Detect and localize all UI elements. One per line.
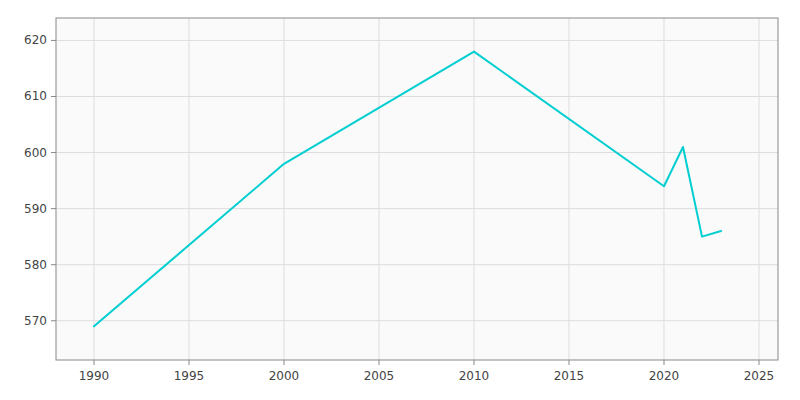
x-tick	[379, 360, 380, 365]
x-tick-label: 2015	[554, 369, 585, 383]
x-tick	[569, 360, 570, 365]
chart-svg: 1990 1995 2000 2005 2010 2015 2020 2025 570 580 59…	[0, 0, 800, 400]
x-tick	[664, 360, 665, 365]
y-grid-line	[56, 208, 778, 209]
x-tick-label: 2000	[269, 369, 300, 383]
y-tick-label: 610	[24, 89, 47, 103]
x-grid-line	[189, 18, 190, 360]
y-tick	[51, 152, 56, 153]
x-tick	[189, 360, 190, 365]
x-tick-label: 2020	[649, 369, 680, 383]
y-tick-label: 590	[24, 202, 47, 216]
y-tick	[51, 208, 56, 209]
y-tick-label: 600	[24, 146, 47, 160]
x-tick	[474, 360, 475, 365]
x-tick	[94, 360, 95, 365]
x-tick	[759, 360, 760, 365]
plot-frame	[56, 18, 778, 360]
x-tick-label: 2010	[459, 369, 490, 383]
x-grid-line	[569, 18, 570, 360]
x-grid-line	[664, 18, 665, 360]
data-line	[94, 52, 721, 327]
x-grid-line	[759, 18, 760, 360]
x-tick-label: 1990	[79, 369, 110, 383]
chart-container: 1990 1995 2000 2005 2010 2015 2020 2025 570 580 59…	[0, 0, 800, 400]
y-tick	[51, 96, 56, 97]
axes: 1990 1995 2000 2005 2010 2015 2020 2025 570 580 59…	[24, 33, 774, 383]
x-grid-line	[94, 18, 95, 360]
grid	[56, 18, 778, 360]
y-tick-label: 620	[24, 33, 47, 47]
y-grid-line	[56, 320, 778, 321]
x-tick	[284, 360, 285, 365]
plot-background	[56, 18, 778, 360]
x-grid-line	[474, 18, 475, 360]
y-grid-line	[56, 96, 778, 97]
x-tick-label: 2005	[364, 369, 395, 383]
data-layer	[94, 52, 721, 327]
y-tick-label: 580	[24, 258, 47, 272]
y-grid-line	[56, 40, 778, 41]
x-grid-line	[379, 18, 380, 360]
y-grid-line	[56, 152, 778, 153]
y-tick-label: 570	[24, 314, 47, 328]
x-grid-line	[284, 18, 285, 360]
y-tick	[51, 40, 56, 41]
y-tick	[51, 320, 56, 321]
x-tick-label: 2025	[744, 369, 775, 383]
y-tick	[51, 264, 56, 265]
x-tick-label: 1995	[174, 369, 205, 383]
